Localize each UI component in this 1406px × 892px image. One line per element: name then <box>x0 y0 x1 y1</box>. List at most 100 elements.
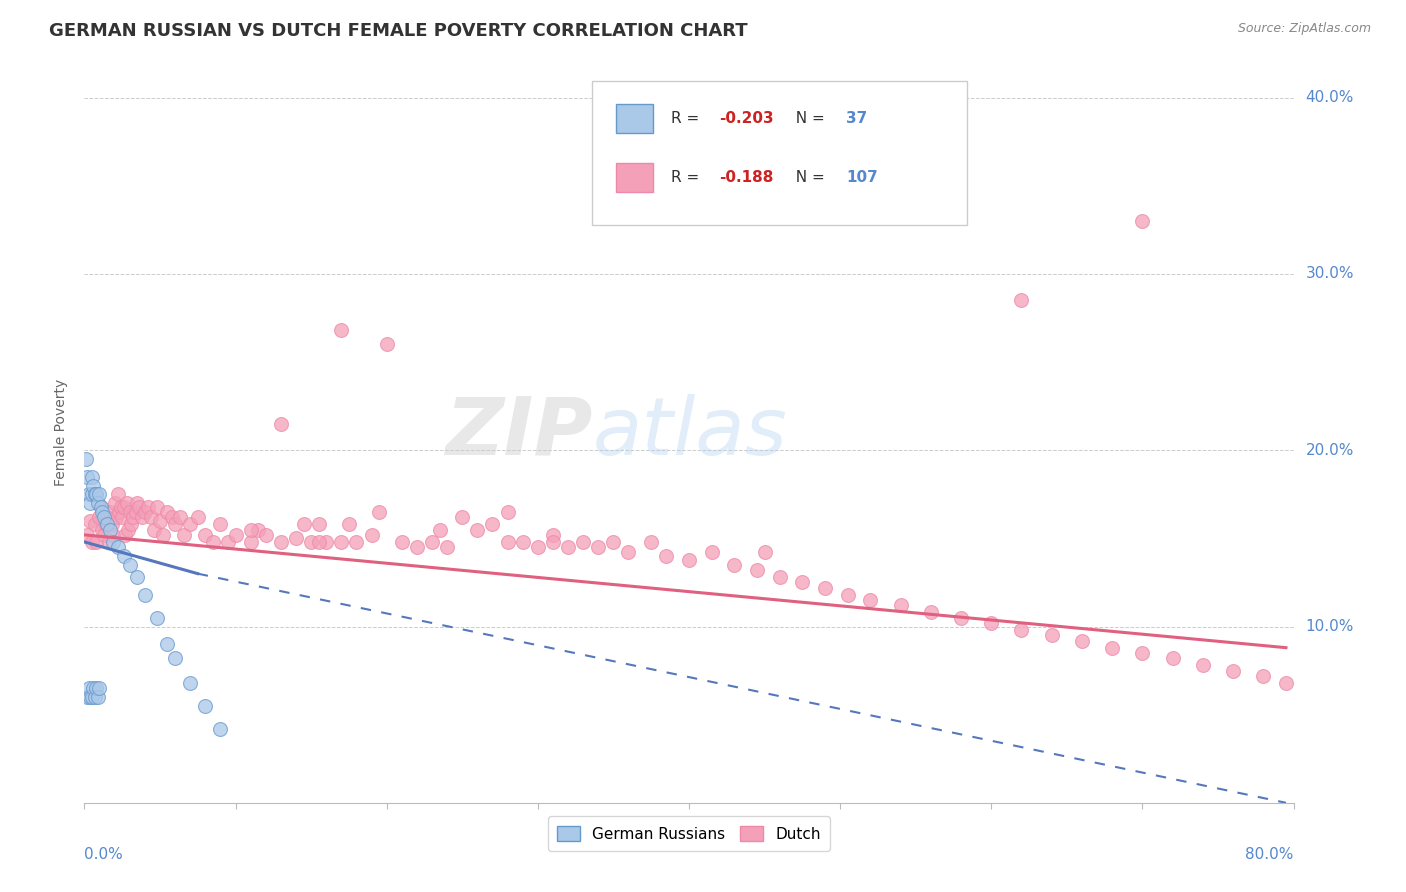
Text: 80.0%: 80.0% <box>1246 847 1294 862</box>
Point <box>617 545 640 559</box>
Point <box>121 510 143 524</box>
Point <box>436 540 458 554</box>
Point <box>270 417 292 431</box>
Point <box>98 505 121 519</box>
Point <box>165 651 187 665</box>
Point <box>541 535 564 549</box>
Point <box>1101 640 1123 655</box>
Point <box>80 535 103 549</box>
Point <box>139 510 162 524</box>
Point <box>89 681 111 696</box>
Text: -0.188: -0.188 <box>720 170 773 185</box>
Point <box>76 690 98 704</box>
Text: 10.0%: 10.0% <box>1306 619 1354 634</box>
Point <box>75 452 97 467</box>
Point <box>254 528 277 542</box>
Point <box>420 535 443 549</box>
Text: -0.203: -0.203 <box>720 111 773 126</box>
Point <box>84 487 107 501</box>
Point <box>541 528 564 542</box>
Point <box>136 500 159 514</box>
Point <box>86 487 108 501</box>
Point <box>118 558 141 572</box>
Point <box>107 540 129 554</box>
Point <box>1192 658 1215 673</box>
Point <box>173 528 195 542</box>
Point <box>112 549 135 563</box>
Point <box>117 523 139 537</box>
Point <box>84 690 107 704</box>
Text: ZIP: ZIP <box>444 393 592 472</box>
Point <box>156 637 179 651</box>
Point <box>96 510 118 524</box>
Point <box>337 517 360 532</box>
Point <box>128 500 150 514</box>
Point <box>82 681 104 696</box>
Text: 107: 107 <box>846 170 877 185</box>
Point <box>112 500 135 514</box>
Point <box>101 535 124 549</box>
Point <box>1130 646 1153 660</box>
Point <box>1275 676 1298 690</box>
Point <box>156 505 179 519</box>
Point <box>111 510 134 524</box>
Point <box>890 599 912 613</box>
Point <box>82 478 104 492</box>
Point <box>792 575 814 590</box>
Point <box>107 487 129 501</box>
Point <box>754 545 776 559</box>
Point <box>512 535 534 549</box>
FancyBboxPatch shape <box>616 103 652 133</box>
Point <box>209 517 232 532</box>
Point <box>1071 633 1094 648</box>
Point <box>131 510 153 524</box>
Point <box>87 690 110 704</box>
Point <box>179 676 201 690</box>
Point <box>225 528 247 542</box>
Point <box>467 523 489 537</box>
Point <box>146 610 169 624</box>
Point <box>1011 293 1033 308</box>
Point <box>270 535 292 549</box>
Text: N =: N = <box>786 170 830 185</box>
Point <box>165 517 187 532</box>
Point <box>79 514 101 528</box>
Point <box>134 505 156 519</box>
Point <box>814 581 837 595</box>
Point <box>179 517 201 532</box>
Point <box>1222 664 1244 678</box>
Point <box>152 528 174 542</box>
Point <box>920 606 942 620</box>
Text: atlas: atlas <box>592 393 787 472</box>
Point <box>89 487 111 501</box>
Legend: German Russians, Dutch: German Russians, Dutch <box>548 816 830 851</box>
Point <box>308 535 330 549</box>
Point <box>96 517 118 532</box>
Text: 30.0%: 30.0% <box>1306 267 1354 282</box>
Point <box>169 510 191 524</box>
Point <box>655 549 678 563</box>
Point <box>127 496 149 510</box>
Point <box>368 505 391 519</box>
Point <box>217 535 239 549</box>
Point <box>91 523 114 537</box>
Point <box>110 500 132 514</box>
Point <box>114 528 136 542</box>
Point <box>79 496 101 510</box>
Text: 37: 37 <box>846 111 868 126</box>
Point <box>239 523 262 537</box>
Point <box>101 528 124 542</box>
Point <box>90 500 112 514</box>
Point <box>391 535 413 549</box>
Point <box>100 517 122 532</box>
Point <box>247 523 270 537</box>
Point <box>86 535 108 549</box>
Point <box>360 528 382 542</box>
Point <box>557 540 579 554</box>
FancyBboxPatch shape <box>592 81 967 226</box>
Point <box>201 535 224 549</box>
Point <box>588 540 610 554</box>
Text: R =: R = <box>671 170 704 185</box>
Point <box>745 563 768 577</box>
Point <box>980 615 1002 630</box>
